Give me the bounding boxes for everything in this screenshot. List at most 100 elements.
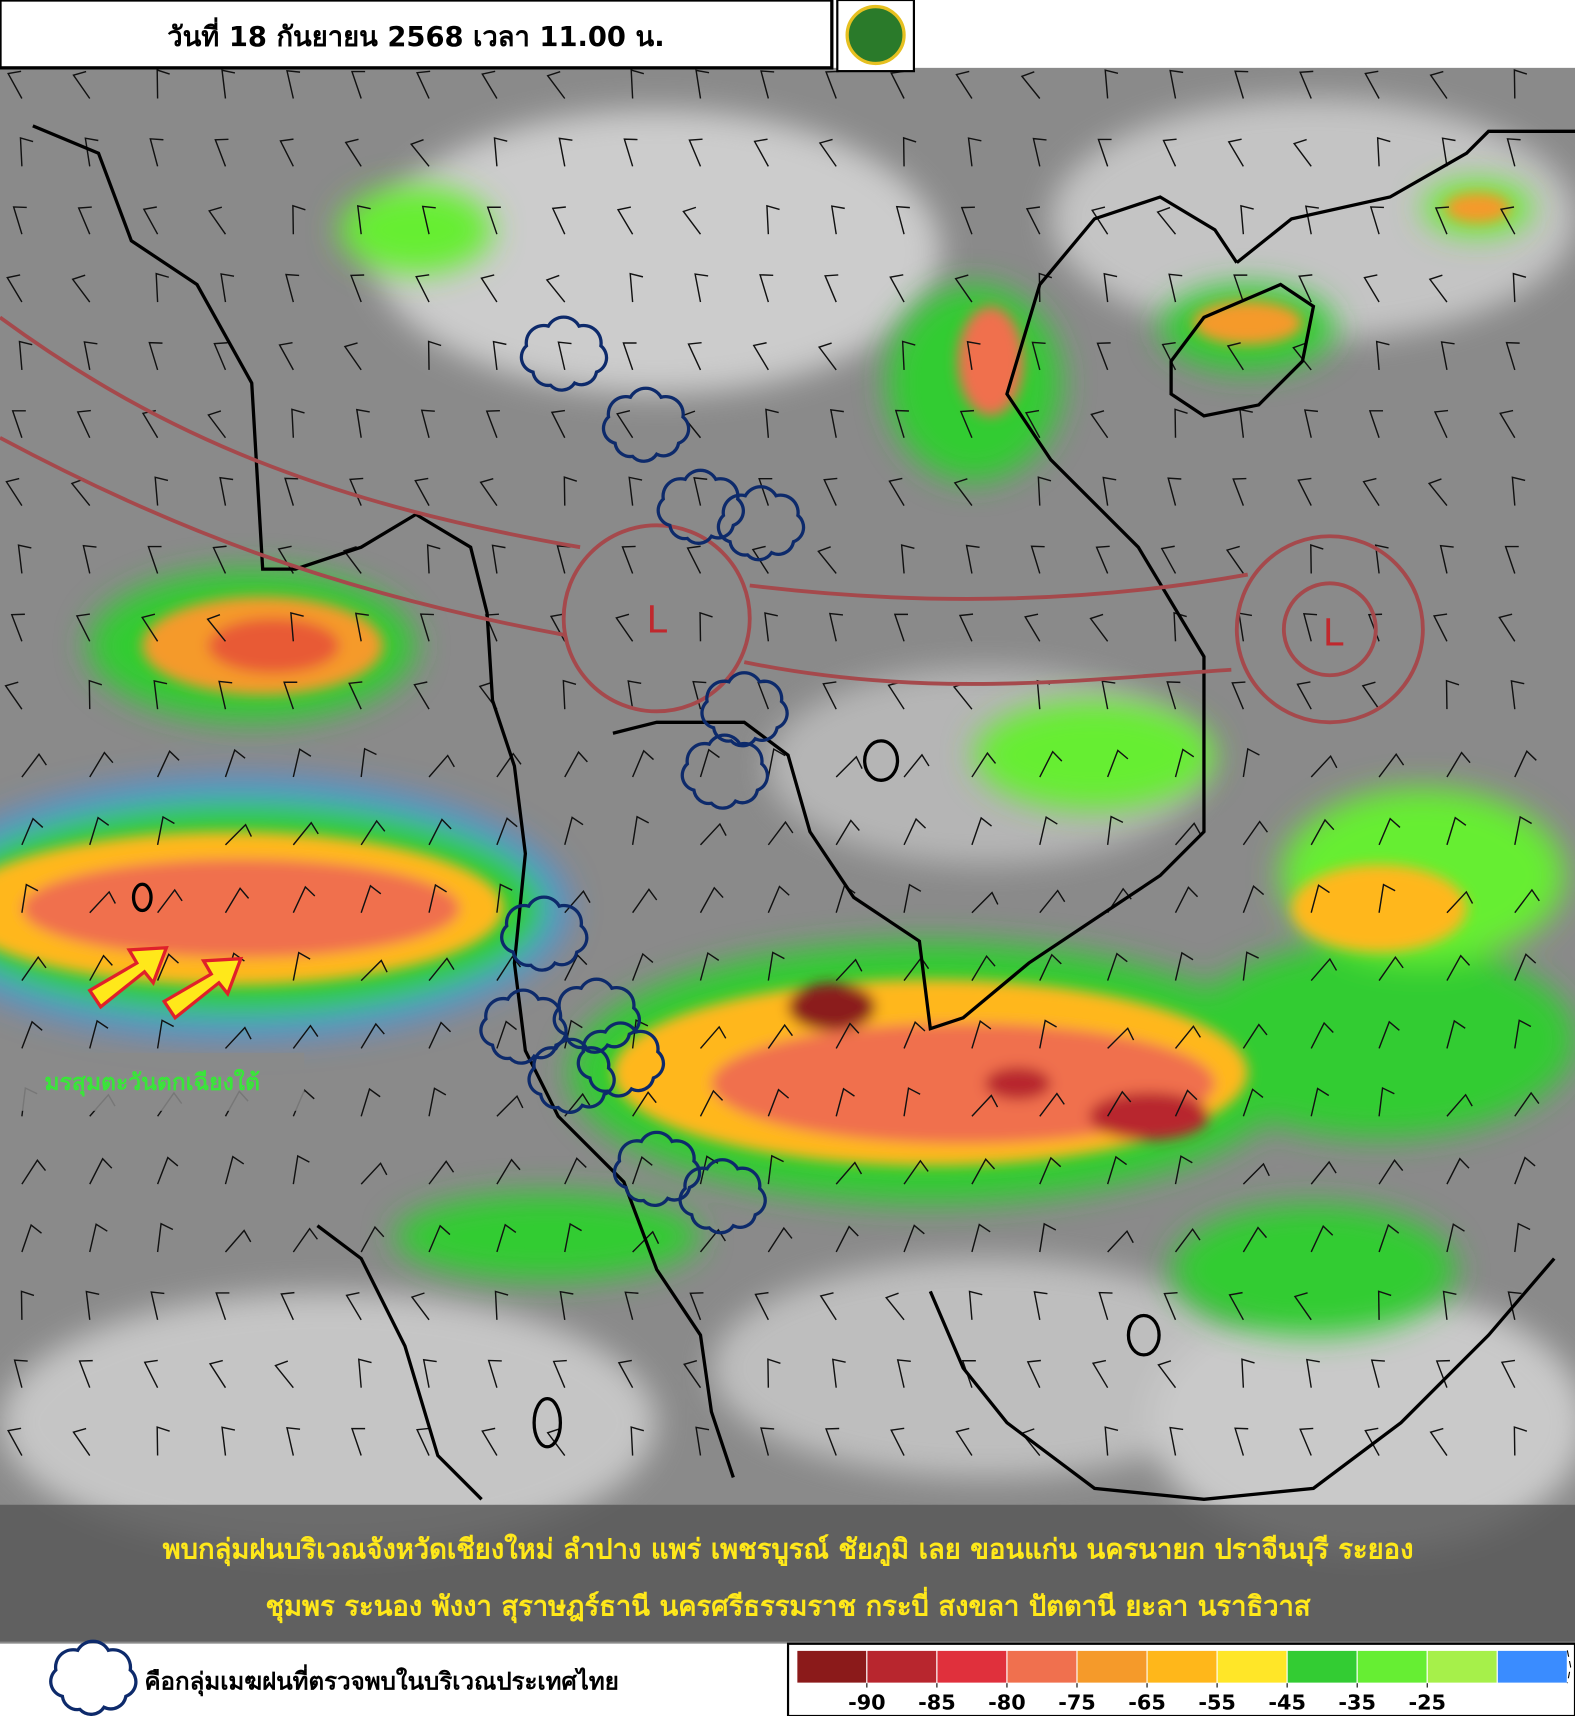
wind-barb — [1442, 1290, 1457, 1320]
wind-barb — [693, 477, 708, 506]
wind-barb — [221, 69, 236, 99]
wind-barb — [219, 476, 234, 506]
wind-barb — [1364, 1427, 1380, 1456]
wind-barb — [1446, 1019, 1466, 1049]
wind-barb — [1498, 613, 1516, 642]
wind-barb — [1297, 477, 1312, 506]
wind-barb — [1446, 1157, 1470, 1185]
wind-barb — [348, 681, 363, 710]
wind-barb — [360, 959, 388, 982]
wind-barb — [21, 1159, 47, 1185]
wind-barb — [428, 883, 447, 913]
wind-barb — [1242, 951, 1259, 981]
wind-barb — [360, 1022, 385, 1049]
wind-barb — [224, 823, 253, 846]
wind-barb — [1156, 206, 1177, 235]
wind-barb — [218, 680, 233, 710]
wind-barb — [903, 883, 922, 913]
wind-barb — [903, 1087, 921, 1117]
wind-barb — [765, 408, 779, 438]
wind-barb — [822, 681, 837, 710]
wind-barb — [292, 951, 311, 981]
wind-barb — [632, 1230, 660, 1253]
wind-barb — [1106, 952, 1128, 981]
wind-barb — [1514, 750, 1537, 778]
wind-barb — [428, 818, 452, 846]
wind-barb — [21, 956, 47, 981]
wind-barb — [817, 342, 837, 371]
wind-barb — [1097, 138, 1112, 167]
wind-barb — [888, 477, 905, 506]
wind-barb — [1039, 1222, 1057, 1253]
wind-barb — [290, 612, 304, 642]
wind-barb — [971, 1158, 996, 1185]
wind-barb — [416, 1427, 431, 1456]
wind-barb — [617, 1359, 634, 1389]
wind-barb — [764, 612, 778, 642]
wind-barb — [4, 681, 23, 710]
wind-barb — [156, 1019, 174, 1049]
wind-barb — [480, 274, 498, 303]
wind-barb — [1039, 1092, 1065, 1117]
wind-barb — [89, 1019, 109, 1049]
wind-barb — [206, 613, 227, 642]
wind-barb — [902, 136, 917, 167]
wind-barb — [414, 477, 430, 506]
wind-barb — [224, 748, 246, 778]
wind-barb — [1310, 544, 1324, 574]
wind-barb — [1234, 70, 1249, 99]
wind-barb — [699, 1025, 727, 1049]
wind-barb — [1506, 138, 1521, 167]
wind-barb — [823, 477, 838, 506]
wind-barb — [767, 1154, 784, 1185]
wind-barb — [481, 1427, 498, 1456]
wind-barb — [552, 1359, 567, 1388]
wind-barb — [835, 958, 863, 982]
wind-barb — [491, 544, 506, 574]
wind-barb — [1504, 545, 1519, 574]
wind-barb — [285, 273, 300, 303]
wind-barb — [699, 1089, 724, 1117]
wind-barb — [632, 888, 658, 914]
wind-barb — [754, 1291, 769, 1321]
wind-barb — [699, 611, 713, 642]
tick-label: -90 — [848, 1690, 886, 1714]
wind-barb — [350, 1427, 366, 1456]
wind-barb — [1378, 1159, 1404, 1185]
wind-barb — [759, 274, 774, 303]
wind-barb — [631, 815, 650, 845]
wind-barb — [1292, 342, 1312, 371]
wind-barb — [1304, 205, 1319, 235]
wind-barb — [1499, 409, 1516, 439]
wind-barb — [343, 342, 362, 371]
wind-barb — [147, 545, 162, 574]
wind-barb — [623, 138, 638, 167]
wind-barb — [817, 546, 837, 574]
wind-barb — [496, 1158, 521, 1185]
color-scale: -90 -85 -80 -75 -65 -55 -45 -35 -25 — [796, 1649, 1572, 1714]
wind-barb — [7, 70, 23, 99]
wind-barb — [1107, 1229, 1134, 1253]
wind-barb — [283, 681, 298, 710]
wind-barb — [564, 1222, 582, 1253]
wind-barb — [21, 1020, 43, 1049]
wind-barb — [752, 342, 769, 371]
wind-barb — [496, 883, 513, 913]
wind-barb — [1310, 884, 1330, 913]
wind-barb — [1091, 206, 1109, 235]
wind-barb — [21, 753, 47, 778]
wind-barb — [1441, 137, 1456, 167]
wind-barb — [280, 1291, 295, 1321]
wind-barb — [284, 477, 299, 506]
wind-barb — [342, 545, 362, 574]
wind-barb — [1174, 1089, 1198, 1117]
summary-line: พบกลุ่มฝนบริเวณจังหวัดเชียงใหม่ ลำปาง แพ… — [163, 1532, 1414, 1566]
color-swatch — [1216, 1649, 1288, 1684]
wind-barb — [1513, 1426, 1528, 1456]
wind-barb — [767, 1023, 793, 1049]
wind-barb — [214, 138, 229, 167]
wind-barb — [624, 1291, 639, 1321]
wind-barb — [896, 1359, 911, 1388]
color-swatch — [796, 1649, 868, 1684]
wind-barb — [1499, 206, 1516, 235]
